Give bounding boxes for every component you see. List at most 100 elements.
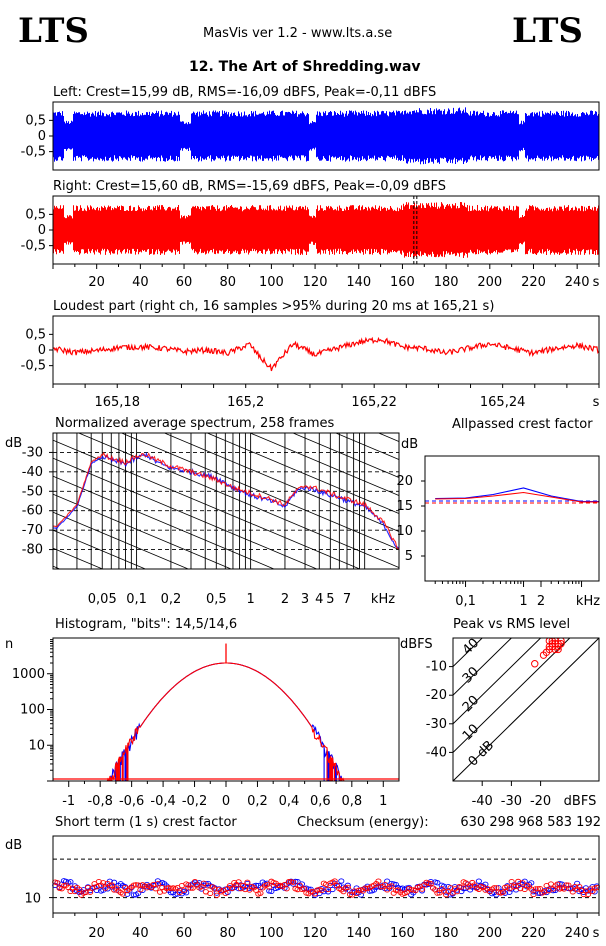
pvr-ytick-label: -30 xyxy=(426,717,447,732)
stc-point xyxy=(534,886,541,892)
stc-point xyxy=(82,889,89,896)
pvr-ylabel: dBFS xyxy=(400,637,433,652)
stc-checksum-label: Checksum (energy): xyxy=(297,815,429,830)
spectrum-slope-line xyxy=(77,433,399,568)
stc-point xyxy=(563,882,570,888)
spectrum-xtick-label: 4 xyxy=(315,592,323,607)
loudest-ytick-label: -0,5 xyxy=(21,359,46,374)
stc-xtick-label: 240 xyxy=(565,926,590,941)
right-xtick-label: 100 xyxy=(259,275,284,290)
stc-point xyxy=(235,879,242,885)
spectrum-frame xyxy=(52,432,400,570)
spectrum-xtick-label: 0,1 xyxy=(126,592,147,607)
loudest-series-line xyxy=(52,336,600,372)
stc-points xyxy=(52,878,600,898)
stc-point xyxy=(268,888,275,895)
stc-point xyxy=(229,885,236,891)
stc-point xyxy=(338,878,345,884)
histogram-xtick-label: 0,4 xyxy=(279,794,300,809)
pvr-ytick-label: -20 xyxy=(426,688,447,703)
spectrum-slope-line xyxy=(53,565,61,569)
spectrum-ytick-label: -80 xyxy=(22,543,43,558)
spectrum-ytick-label: -30 xyxy=(22,445,43,460)
histogram-series-line xyxy=(65,662,387,781)
stc-point xyxy=(84,885,91,891)
spectrum-title: Normalized average spectrum, 258 frames xyxy=(55,416,334,431)
spectrum-slope-line xyxy=(206,433,399,514)
pvr-point xyxy=(545,642,554,651)
stc-point xyxy=(156,889,164,895)
pvr-ytick-label: -40 xyxy=(426,745,447,760)
spectrum-xtick-label: 5 xyxy=(326,592,334,607)
app-title: MasVis ver 1.2 - www.lts.a.se xyxy=(203,26,393,41)
stc-ylabel: dB xyxy=(5,838,22,853)
pvr-point xyxy=(545,638,554,645)
stc-point xyxy=(67,879,74,885)
spectrum-series-line xyxy=(53,451,399,550)
stc-point xyxy=(530,891,537,898)
spectrum-xunit: kHz xyxy=(371,592,395,607)
histogram-ytick-label: 10 xyxy=(28,738,45,753)
stc-point xyxy=(408,887,415,893)
histogram-ytick-label: 100 xyxy=(20,703,45,718)
left_waveform-ytick-label: -0,5 xyxy=(21,145,46,160)
pvr-point xyxy=(545,645,554,654)
right_waveform-ytick-label: 0,5 xyxy=(25,207,46,222)
stc-frame xyxy=(52,835,600,914)
pvr-point xyxy=(554,645,562,654)
loudest-ytick-label: 0,5 xyxy=(25,327,46,342)
spectrum-slope-line xyxy=(0,559,459,755)
stc-xtick-label: 220 xyxy=(521,926,546,941)
stc-xtick-label: 80 xyxy=(219,926,236,941)
right-xtick-label: 140 xyxy=(346,275,371,290)
right-xtick-label: 200 xyxy=(477,275,502,290)
stc-point xyxy=(499,889,506,895)
stc-point xyxy=(517,885,524,892)
histogram-xtick-label: -0,4 xyxy=(150,794,175,809)
stc-point xyxy=(519,880,526,886)
histogram-xtick-label: -1 xyxy=(62,794,75,809)
spectrum-slope-line xyxy=(249,433,399,496)
stc-point xyxy=(207,890,214,897)
crest-xunit: kHz xyxy=(576,594,600,609)
spectrum-xtick-label: 2 xyxy=(281,592,289,607)
right-xtick-label: 160 xyxy=(390,275,415,290)
stc-point xyxy=(137,887,144,893)
spectrum-slope-line xyxy=(53,511,190,569)
histogram-xtick-label: -0,8 xyxy=(87,794,112,809)
pvr-xlabel: dBFS xyxy=(564,794,597,809)
spectrum-slope-line xyxy=(291,433,399,478)
crest-xtick-label: 0,1 xyxy=(455,594,476,609)
stc-xtick-label: 180 xyxy=(434,926,459,941)
stc-point xyxy=(528,886,535,892)
stc-point xyxy=(458,884,465,890)
crest-ytick-label: 5 xyxy=(405,549,413,564)
stc-point xyxy=(187,885,194,891)
stc-checksum-value: 630 298 968 583 192 xyxy=(460,815,601,830)
histogram-xtick-label: 0,8 xyxy=(341,794,362,809)
left_waveform-title: Left: Crest=15,99 dB, RMS=-16,09 dBFS, P… xyxy=(53,85,436,100)
spectrum-xtick-label: 7 xyxy=(343,592,351,607)
right-xtick-label: 240 xyxy=(565,275,590,290)
crest-ytick-label: 20 xyxy=(396,474,413,489)
left_waveform-ytick-label: 0 xyxy=(38,129,46,144)
histogram-xtick-label: 1 xyxy=(379,794,387,809)
pvr-crest-line xyxy=(453,638,599,781)
right-xtick-label: 120 xyxy=(303,275,328,290)
pvr-point xyxy=(531,660,539,668)
stc-point xyxy=(585,891,592,897)
left_waveform-ytick-label: 0,5 xyxy=(25,113,46,128)
histogram-xtick-label: -0,6 xyxy=(119,794,144,809)
right-xtick-label: 180 xyxy=(434,275,459,290)
spectrum-xtick-label: 1 xyxy=(246,592,254,607)
stc-point xyxy=(447,885,454,891)
pvr-crest-label: 20 xyxy=(460,693,482,715)
stc-point xyxy=(76,886,83,892)
stc-point xyxy=(290,879,297,885)
crest-plot-area xyxy=(425,487,599,587)
right-xtick-label: 60 xyxy=(176,275,193,290)
stc-point xyxy=(205,883,212,889)
stc-title: Short term (1 s) crest factor xyxy=(55,815,237,830)
pvr-point xyxy=(551,640,559,648)
